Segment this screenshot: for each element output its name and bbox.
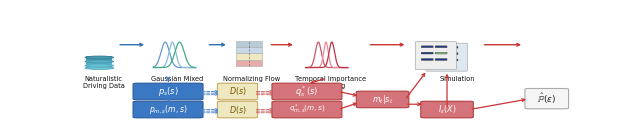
- FancyBboxPatch shape: [133, 83, 203, 100]
- FancyBboxPatch shape: [420, 101, 474, 118]
- FancyBboxPatch shape: [446, 59, 458, 61]
- Bar: [236, 41, 262, 47]
- Text: $m_t|s_t$: $m_t|s_t$: [372, 93, 394, 106]
- FancyBboxPatch shape: [133, 101, 203, 118]
- Text: Normalizing Flow: Normalizing Flow: [223, 76, 280, 82]
- FancyBboxPatch shape: [426, 43, 467, 71]
- FancyBboxPatch shape: [218, 83, 257, 100]
- Text: $I_\varepsilon(X)$: $I_\varepsilon(X)$: [438, 103, 456, 116]
- Bar: [236, 47, 262, 53]
- Text: $p_s(s)$: $p_s(s)$: [157, 85, 179, 98]
- FancyBboxPatch shape: [525, 88, 568, 109]
- FancyBboxPatch shape: [435, 52, 447, 54]
- FancyBboxPatch shape: [272, 101, 342, 118]
- Ellipse shape: [85, 56, 114, 59]
- Text: Gaussian Mixed
Model: Gaussian Mixed Model: [150, 76, 203, 89]
- FancyBboxPatch shape: [415, 42, 456, 70]
- Text: $p_{m,s}(m, s)$: $p_{m,s}(m, s)$: [149, 103, 188, 116]
- FancyBboxPatch shape: [272, 83, 342, 100]
- Text: $q_{m,s}^*(m, s)$: $q_{m,s}^*(m, s)$: [289, 103, 325, 116]
- Bar: [236, 53, 262, 60]
- FancyBboxPatch shape: [433, 46, 445, 48]
- Text: $D(s)$: $D(s)$: [228, 85, 246, 97]
- Ellipse shape: [85, 64, 114, 67]
- Text: $\hat{\mathbb{P}}(\varepsilon)$: $\hat{\mathbb{P}}(\varepsilon)$: [537, 91, 556, 106]
- FancyBboxPatch shape: [356, 91, 409, 108]
- Ellipse shape: [85, 60, 114, 63]
- FancyBboxPatch shape: [435, 46, 447, 48]
- Bar: [86, 56, 112, 60]
- Text: $q_s^*(s)$: $q_s^*(s)$: [295, 84, 319, 99]
- FancyBboxPatch shape: [421, 59, 433, 60]
- Bar: [86, 60, 112, 64]
- Text: Temporal Importance
Sampling: Temporal Importance Sampling: [295, 76, 366, 89]
- Text: Simulation: Simulation: [439, 76, 475, 82]
- FancyBboxPatch shape: [421, 46, 433, 48]
- Bar: [86, 64, 112, 68]
- FancyBboxPatch shape: [446, 53, 458, 55]
- Ellipse shape: [85, 67, 114, 69]
- Bar: [236, 60, 262, 66]
- FancyBboxPatch shape: [218, 101, 257, 118]
- Text: Naturalistic
Driving Data: Naturalistic Driving Data: [83, 76, 125, 89]
- FancyBboxPatch shape: [435, 59, 447, 60]
- Text: $D(s)$: $D(s)$: [228, 104, 246, 116]
- FancyBboxPatch shape: [446, 46, 458, 48]
- FancyBboxPatch shape: [421, 52, 433, 54]
